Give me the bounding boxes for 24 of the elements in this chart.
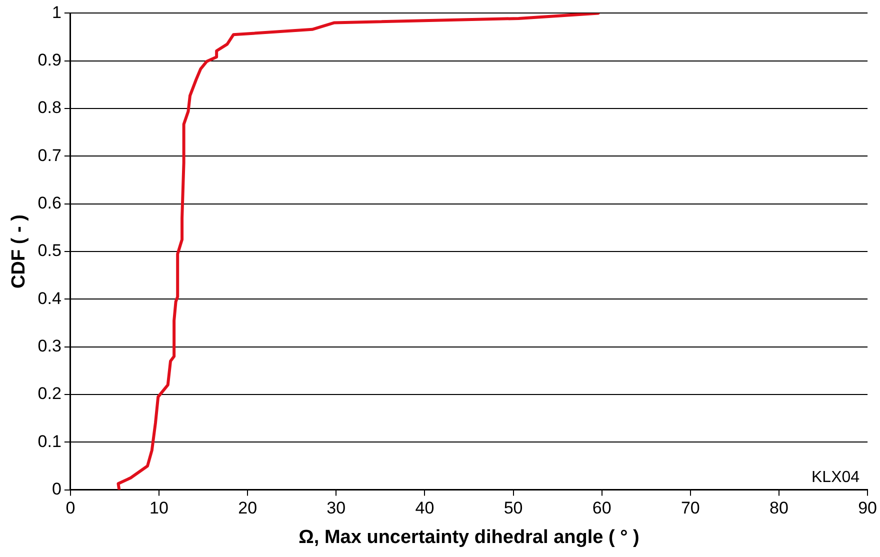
y-tick-label: 0.9 [38,50,62,70]
y-tick-label: 0.6 [38,194,62,213]
y-axis-title: CDF ( - ) [8,214,30,288]
x-tick-label: 90 [858,498,878,518]
y-tick-label: 0.8 [38,98,62,118]
x-tick-label: 50 [504,498,523,518]
y-tick-label: 0.7 [38,146,62,165]
y-tick-label: 0.2 [38,384,62,404]
y-tick-label: 0.4 [38,288,62,308]
x-tick-label: 30 [326,498,346,518]
y-tick-label: 1 [52,2,62,22]
y-tick-label: 0 [52,479,62,498]
y-tick-label: 0.3 [38,336,62,356]
y-tick-label: 0.1 [38,432,62,451]
x-tick-label: 20 [238,498,258,518]
annotation: KLX04 [812,469,860,486]
x-tick-label: 0 [66,498,76,518]
x-tick-label: 80 [770,498,788,518]
x-tick-label: 10 [150,498,168,518]
x-axis-title: Ω, Max uncertainty dihedral angle ( ° ) [298,526,640,548]
x-tick-label: 70 [680,498,700,518]
x-tick-label: 40 [415,498,434,518]
y-tick-label: 0.5 [38,241,62,260]
x-tick-label: 60 [592,498,612,518]
